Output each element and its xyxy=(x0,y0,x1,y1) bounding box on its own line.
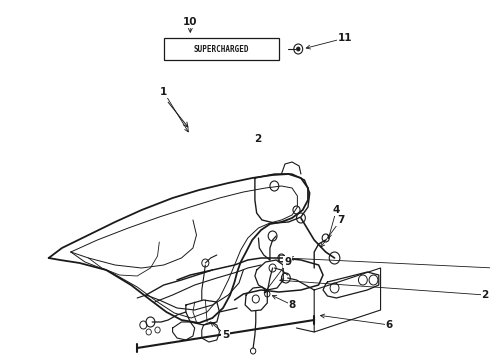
Circle shape xyxy=(296,47,300,51)
Text: 10: 10 xyxy=(183,17,197,27)
Text: 1: 1 xyxy=(160,87,168,97)
Text: 8: 8 xyxy=(289,300,295,310)
Text: 2: 2 xyxy=(254,134,262,144)
Bar xyxy=(164,38,279,60)
Text: 2: 2 xyxy=(481,290,489,300)
Text: 4: 4 xyxy=(333,205,340,215)
Text: 1: 1 xyxy=(160,90,168,100)
Text: 6: 6 xyxy=(386,320,393,330)
Text: SUPERCHARGED: SUPERCHARGED xyxy=(194,45,249,54)
Text: 9: 9 xyxy=(284,257,291,267)
Text: 7: 7 xyxy=(337,215,344,225)
Text: 11: 11 xyxy=(338,33,352,43)
Text: 5: 5 xyxy=(222,330,229,340)
